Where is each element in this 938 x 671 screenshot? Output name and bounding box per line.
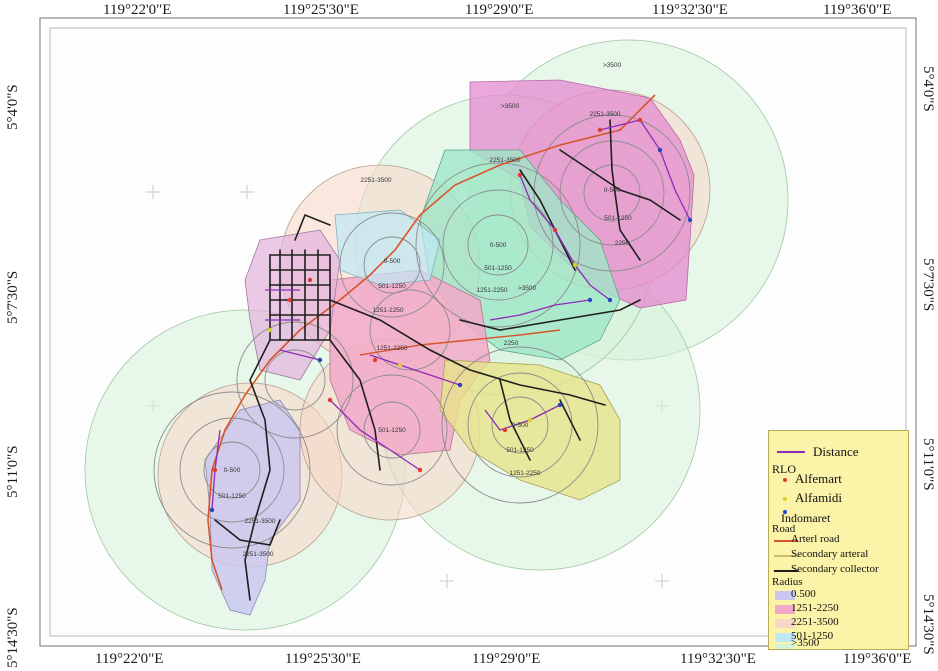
collector-roads xyxy=(214,119,681,601)
district-southeast xyxy=(439,359,621,501)
right-coord-label: 5°7'30"S xyxy=(920,258,936,312)
top-coord-label: 119°29'0"E xyxy=(465,2,534,18)
distance-swatch xyxy=(777,451,805,453)
bottom-coord-label: 119°36'0"E xyxy=(843,651,912,667)
zone-label: 2251-3500 xyxy=(242,551,273,558)
zone-label: 2251-3500 xyxy=(489,157,520,164)
top-coord-label: 119°25'30"E xyxy=(283,2,359,18)
arterial-road xyxy=(207,94,656,591)
left-coord-label: 5°7'30"S xyxy=(5,270,21,324)
alfamidi-points xyxy=(267,262,578,423)
secondary-collector-swatch xyxy=(774,570,798,572)
zone-label: >3500 xyxy=(518,285,537,292)
legend-radius-label: 0.500 xyxy=(791,588,816,600)
legend-arterial-label: Arterl road xyxy=(791,533,840,545)
ring-17 xyxy=(264,349,326,411)
top-coord-label: 119°36'0"E xyxy=(823,2,892,18)
districts xyxy=(204,79,695,616)
ring-16 xyxy=(336,374,448,486)
legend-distance-label: Distance xyxy=(813,444,859,459)
map-legend: Distance RLO Alfemart Alfamidi Indomaret… xyxy=(768,430,909,650)
ring-9 xyxy=(491,396,549,454)
left-coord-label: 5°14'30"S xyxy=(5,607,21,668)
radius-swatch-2251-3500 xyxy=(775,619,795,628)
zone-label: 0-500 xyxy=(384,258,401,265)
alfamart-points xyxy=(212,117,643,473)
zone-labels: 0-500 501-1250 1251-2250 >3500 2251-3500… xyxy=(218,62,632,558)
secondary-arterial-swatch xyxy=(774,555,798,557)
zone-label: 501-1250 xyxy=(506,447,534,454)
right-coord-label: 5°4'0"S xyxy=(920,66,936,112)
zone-label: 2250 xyxy=(615,240,630,247)
ring-15 xyxy=(363,401,421,459)
top-coord-label: 119°22'0"E xyxy=(103,2,172,18)
legend-radius-label: 2251-3500 xyxy=(791,616,839,628)
ring-2 xyxy=(442,189,554,301)
radius-swatch-501-1250 xyxy=(775,633,795,642)
legend-secondary-arterial-label: Secondary arteral xyxy=(791,548,869,560)
zone-label: 0-500 xyxy=(604,187,621,194)
zone-label: 0-500 xyxy=(512,422,529,429)
zone-label: 1251-2250 xyxy=(476,287,507,294)
radius-swatch-1251-2250 xyxy=(775,605,795,614)
ring-18 xyxy=(236,321,354,439)
zone-label: 501-1250 xyxy=(378,283,406,290)
bottom-coord-label: 119°25'30"E xyxy=(285,651,361,667)
alfamart-marker-icon xyxy=(783,478,787,482)
zone-label: >3500 xyxy=(603,62,622,69)
zone-label: 2250 xyxy=(504,340,519,347)
legend-radius-title: Radius xyxy=(772,576,803,588)
zone-label: >3500 xyxy=(501,103,520,110)
legend-secondary-collector-label: Secondary collector xyxy=(791,563,879,575)
ring-7 xyxy=(363,236,421,294)
ring-19 xyxy=(369,289,451,371)
indomaret-marker-icon xyxy=(783,510,787,514)
radius-rings xyxy=(153,114,691,549)
radius-swatch-over-3500 xyxy=(775,644,795,649)
ring-5 xyxy=(559,140,665,246)
zone-label: 2251-3500 xyxy=(589,111,620,118)
ring-12 xyxy=(203,441,261,499)
zone-label: 0-500 xyxy=(490,242,507,249)
ring-1 xyxy=(467,214,529,276)
zone-label: 501-1250 xyxy=(218,493,246,500)
left-coord-label: 5°11'0"S xyxy=(5,445,21,498)
legend-radius-label: 501-1250 xyxy=(791,630,834,642)
ring-8 xyxy=(339,212,445,318)
legend-indomaret-label: Indomaret xyxy=(781,511,831,525)
right-coord-label: 5°14'30"S xyxy=(920,594,936,655)
ring-14 xyxy=(153,391,311,549)
right-coord-label: 5°11'0"S xyxy=(920,438,936,491)
legend-radius-label: 1251-2250 xyxy=(791,602,839,614)
zone-label: 1251-2250 xyxy=(509,470,540,477)
ring-3 xyxy=(415,162,581,328)
legend-road-title: Road xyxy=(772,523,796,535)
radius-swatch-0-500 xyxy=(775,591,795,600)
zone-label: 1251-2250 xyxy=(376,345,407,352)
zone-label: 1251-2250 xyxy=(372,307,403,314)
zone-label: 501-1250 xyxy=(484,265,512,272)
top-coord-label: 119°32'30"E xyxy=(652,2,728,18)
zone-label: 0-500 xyxy=(224,467,241,474)
ring-6 xyxy=(533,114,691,272)
legend-alfamidi-label: Alfamidi xyxy=(795,490,842,505)
indomaret-points xyxy=(209,147,693,513)
ring-11 xyxy=(441,346,599,504)
zone-label: 2251-3500 xyxy=(244,518,275,525)
legend-rlo-title: RLO xyxy=(772,462,796,476)
bottom-coord-label: 119°32'30"E xyxy=(680,651,756,667)
zone-label: 501-1250 xyxy=(604,215,632,222)
bottom-coord-label: 119°29'0"E xyxy=(472,651,541,667)
legend-radius-label: >3500 xyxy=(791,637,820,649)
arterial-road-2 xyxy=(359,329,561,356)
left-coord-label: 5°4'0"S xyxy=(5,84,21,130)
alfamidi-marker-icon xyxy=(783,497,787,501)
zone-label: 2251-3500 xyxy=(360,177,391,184)
arterial-road-swatch xyxy=(774,540,798,542)
zone-label: 501-1250 xyxy=(378,427,406,434)
legend-alfamart-label: Alfemart xyxy=(795,471,842,486)
bottom-coord-label: 119°22'0"E xyxy=(95,651,164,667)
